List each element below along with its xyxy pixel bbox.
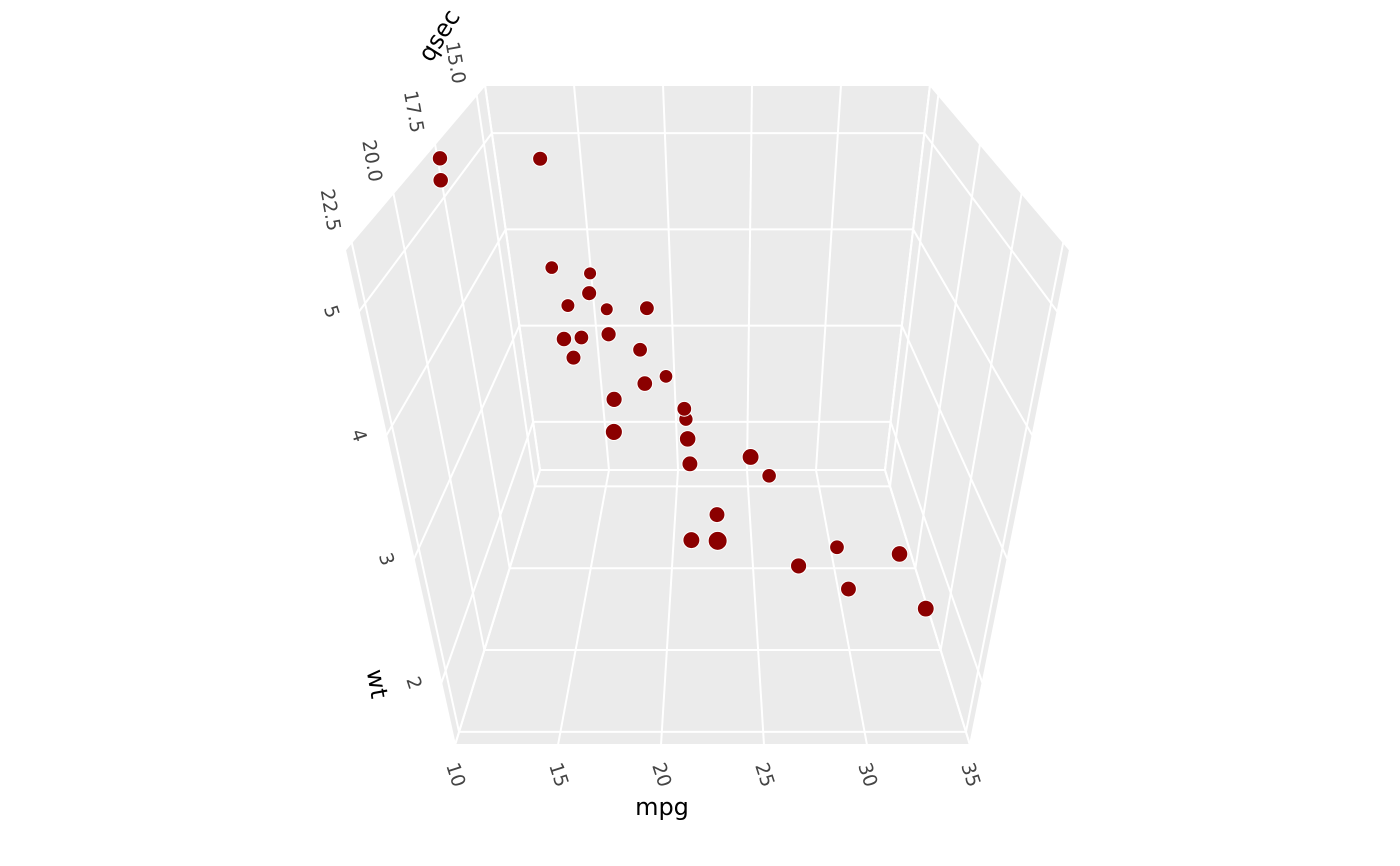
grid-line bbox=[746, 469, 765, 746]
point bbox=[916, 599, 935, 618]
x-tick-label: 10 bbox=[441, 760, 469, 790]
y-axis-title: wt bbox=[361, 667, 394, 700]
x-tick-label: 30 bbox=[853, 760, 881, 790]
scene-background bbox=[343, 82, 1072, 749]
grid-line bbox=[412, 325, 521, 560]
point bbox=[790, 557, 808, 575]
point bbox=[544, 260, 560, 275]
grid-line bbox=[914, 143, 981, 569]
plane bbox=[483, 84, 932, 471]
y-tick-label: 3 bbox=[374, 550, 399, 568]
point bbox=[632, 341, 648, 358]
point bbox=[555, 330, 573, 348]
grid-line bbox=[350, 241, 461, 733]
grid-line bbox=[939, 192, 1023, 651]
grid-line bbox=[557, 469, 610, 746]
x-tick-label: 20 bbox=[647, 760, 675, 790]
point bbox=[681, 455, 699, 473]
point bbox=[890, 545, 909, 563]
point bbox=[638, 300, 655, 317]
point bbox=[840, 580, 857, 598]
grid-line bbox=[660, 469, 679, 746]
point bbox=[605, 390, 623, 408]
point bbox=[658, 368, 674, 384]
grid-line bbox=[923, 132, 1059, 313]
point bbox=[708, 506, 726, 524]
z-tick-label: 22.5 bbox=[316, 187, 345, 232]
z-tick-label: 17.5 bbox=[399, 89, 428, 134]
x-tick-label: 15 bbox=[544, 760, 572, 790]
grid-line bbox=[900, 325, 1009, 560]
point bbox=[707, 530, 728, 551]
point bbox=[676, 400, 693, 417]
y-tick-label: 5 bbox=[319, 303, 344, 321]
grid-line bbox=[662, 84, 679, 471]
grid-line bbox=[889, 421, 984, 684]
grid-line bbox=[385, 228, 507, 437]
point bbox=[560, 298, 576, 314]
y-tick-label: 2 bbox=[401, 674, 426, 692]
point bbox=[741, 448, 760, 466]
y-tick-label: 4 bbox=[346, 426, 371, 444]
point bbox=[581, 285, 598, 302]
grid-line bbox=[815, 469, 868, 746]
grid-line bbox=[964, 241, 1065, 733]
grid-line bbox=[434, 143, 511, 569]
point bbox=[678, 430, 697, 448]
point bbox=[761, 468, 777, 484]
point bbox=[604, 422, 623, 441]
point bbox=[600, 326, 617, 343]
points bbox=[431, 150, 935, 618]
grid-line bbox=[454, 469, 541, 746]
point bbox=[573, 329, 590, 346]
x-tick-label: 35 bbox=[956, 760, 984, 790]
point bbox=[599, 302, 614, 317]
point bbox=[583, 266, 598, 281]
point bbox=[432, 172, 449, 189]
grid-line bbox=[440, 421, 535, 684]
grid-line bbox=[746, 84, 753, 471]
x-axis-title: mpg bbox=[635, 793, 689, 821]
grid-line bbox=[912, 228, 1034, 437]
grid-line bbox=[815, 84, 842, 471]
grid-line bbox=[475, 94, 536, 487]
grid-line bbox=[392, 192, 486, 651]
point bbox=[532, 150, 549, 167]
point bbox=[431, 150, 449, 167]
grid-line bbox=[889, 94, 940, 487]
point bbox=[565, 349, 582, 366]
x-tick-label: 25 bbox=[750, 760, 778, 790]
point bbox=[829, 539, 845, 556]
point bbox=[682, 531, 701, 550]
grid-line bbox=[884, 84, 931, 471]
z-tick-label: 20.0 bbox=[357, 138, 386, 183]
grid-line bbox=[357, 132, 493, 313]
point bbox=[636, 375, 654, 392]
grid-line bbox=[484, 84, 541, 471]
